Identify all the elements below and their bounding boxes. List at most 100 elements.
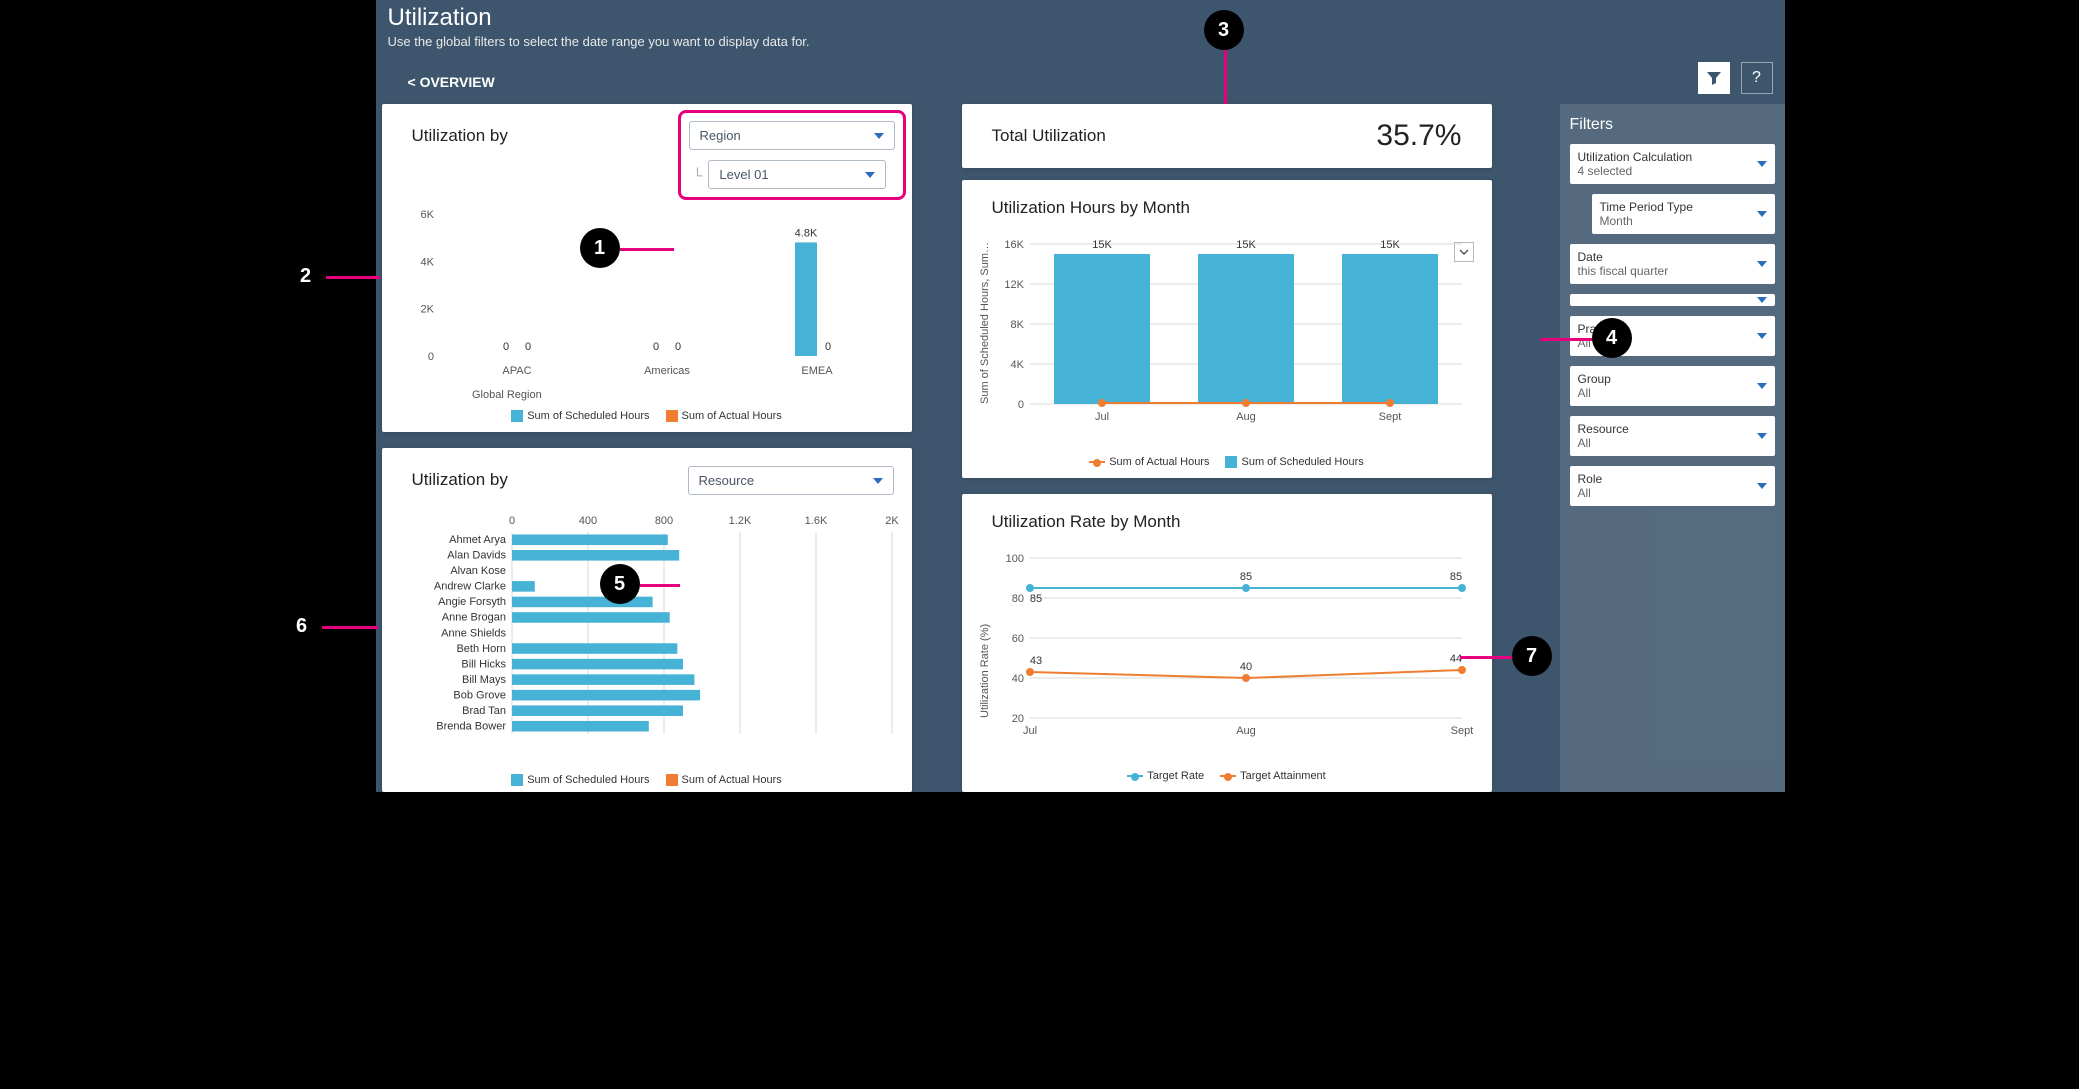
filters-title: Filters xyxy=(1570,116,1775,134)
svg-text:Angie Forsyth: Angie Forsyth xyxy=(438,596,506,608)
svg-text:40: 40 xyxy=(1011,673,1023,685)
svg-text:1.2K: 1.2K xyxy=(728,515,751,527)
panel-utilization-by-resource: Utilization by Resource 04008001.2K1.6K2… xyxy=(382,448,912,792)
panel-utilization-by-region: Utilization by Region └ Level 01 02K4K6K… xyxy=(382,104,912,432)
svg-text:8K: 8K xyxy=(1010,319,1024,331)
filter-card-1[interactable]: Time Period TypeMonth xyxy=(1592,194,1775,234)
filter-value: All xyxy=(1578,436,1767,450)
svg-text:85: 85 xyxy=(1239,571,1251,583)
callout-5: 5 xyxy=(600,564,640,604)
svg-text:0: 0 xyxy=(1017,399,1023,411)
dashboard: Utilization Use the global filters to se… xyxy=(376,0,1785,792)
filter-value: All xyxy=(1578,386,1767,400)
region-dropdown-highlight: Region └ Level 01 xyxy=(678,110,906,200)
svg-text:400: 400 xyxy=(578,515,596,527)
filter-card-7[interactable]: RoleAll xyxy=(1570,466,1775,506)
svg-text:60: 60 xyxy=(1011,633,1023,645)
page-title: Utilization xyxy=(388,4,492,32)
svg-text:100: 100 xyxy=(1005,553,1023,565)
callout-4-line xyxy=(1540,338,1594,341)
kpi-value: 35.7% xyxy=(1376,119,1461,153)
rate-line-chart: Utilization Rate (%)20406080100JulAugSep… xyxy=(974,544,1482,762)
page-subtitle: Use the global filters to select the dat… xyxy=(388,34,810,49)
svg-text:0: 0 xyxy=(427,351,433,363)
rate-legend: .legend-line[style*="46b3d6"]::after{bac… xyxy=(962,770,1492,782)
svg-text:0: 0 xyxy=(502,341,508,353)
svg-text:Jul: Jul xyxy=(1022,725,1036,737)
help-icon: ? xyxy=(1752,69,1761,87)
overview-back-link[interactable]: < OVERVIEW xyxy=(408,74,495,90)
filter-label: Role xyxy=(1578,472,1767,486)
svg-text:0: 0 xyxy=(824,341,830,353)
svg-text:Sum of Scheduled Hours, Sum…: Sum of Scheduled Hours, Sum… xyxy=(979,242,991,404)
filter-value: this fiscal quarter xyxy=(1578,264,1767,278)
svg-text:EMEA: EMEA xyxy=(801,365,833,377)
filter-value: All xyxy=(1578,486,1767,500)
svg-text:Americas: Americas xyxy=(644,365,690,377)
callout-3-line xyxy=(1224,50,1227,104)
svg-text:15K: 15K xyxy=(1380,239,1400,251)
svg-text:4K: 4K xyxy=(1010,359,1024,371)
svg-text:15K: 15K xyxy=(1236,239,1256,251)
callout-4: 4 xyxy=(1592,318,1632,358)
filter-card-3[interactable] xyxy=(1570,294,1775,306)
svg-text:Brad Tan: Brad Tan xyxy=(462,705,506,717)
svg-text:0: 0 xyxy=(652,341,658,353)
filter-card-2[interactable]: Datethis fiscal quarter xyxy=(1570,244,1775,284)
svg-text:800: 800 xyxy=(654,515,672,527)
svg-text:0: 0 xyxy=(674,341,680,353)
filter-label: Time Period Type xyxy=(1600,200,1767,214)
svg-text:Bill Hicks: Bill Hicks xyxy=(461,658,506,670)
svg-text:0: 0 xyxy=(508,515,514,527)
svg-text:4.8K: 4.8K xyxy=(794,227,817,239)
svg-text:Sept: Sept xyxy=(1378,411,1401,423)
svg-text:Alan Davids: Alan Davids xyxy=(447,550,506,562)
filter-label: Resource xyxy=(1578,422,1767,436)
region-dropdown[interactable]: Region xyxy=(689,121,895,150)
svg-text:43: 43 xyxy=(1029,655,1041,667)
svg-text:Brenda Bower: Brenda Bower xyxy=(436,721,506,733)
svg-text:85: 85 xyxy=(1449,571,1461,583)
level-dropdown[interactable]: Level 01 xyxy=(708,160,886,189)
svg-text:Global Region: Global Region xyxy=(472,389,542,401)
callout-1: 1 xyxy=(580,228,620,268)
panel-title: Utilization Rate by Month xyxy=(992,512,1181,532)
panel-title: Utilization by xyxy=(412,126,508,146)
callout-6: 6 xyxy=(282,606,322,646)
callout-6-line xyxy=(322,626,378,629)
filter-card-0[interactable]: Utilization Calculation4 selected xyxy=(1570,144,1775,184)
svg-text:Jul: Jul xyxy=(1094,411,1108,423)
svg-text:44: 44 xyxy=(1449,653,1461,665)
callout-5-line xyxy=(640,584,680,587)
svg-text:Sept: Sept xyxy=(1450,725,1473,737)
callout-1-line xyxy=(620,248,674,251)
filter-card-6[interactable]: ResourceAll xyxy=(1570,416,1775,456)
svg-text:Bob Grove: Bob Grove xyxy=(453,689,506,701)
svg-text:0: 0 xyxy=(524,341,530,353)
region-bar-chart: 02K4K6K00APAC00Americas4.8K0EMEAGlobal R… xyxy=(402,204,902,404)
panel-hours-by-month: Utilization Hours by Month Sum of Schedu… xyxy=(962,180,1492,478)
filter-value: Month xyxy=(1600,214,1767,228)
svg-text:80: 80 xyxy=(1011,593,1023,605)
filter-value: 4 selected xyxy=(1578,164,1767,178)
svg-text:Anne Shields: Anne Shields xyxy=(441,627,506,639)
svg-text:40: 40 xyxy=(1239,661,1251,673)
svg-text:Bill Mays: Bill Mays xyxy=(461,674,506,686)
svg-text:Anne Brogan: Anne Brogan xyxy=(441,612,505,624)
panel-rate-by-month: Utilization Rate by Month Utilization Ra… xyxy=(962,494,1492,792)
svg-text:20: 20 xyxy=(1011,713,1023,725)
hours-bar-line-chart: Sum of Scheduled Hours, Sum…04K8K12K16K1… xyxy=(974,230,1482,448)
filter-toggle-button[interactable] xyxy=(1698,62,1730,94)
svg-text:15K: 15K xyxy=(1092,239,1112,251)
help-button[interactable]: ? xyxy=(1741,62,1773,94)
funnel-icon xyxy=(1706,70,1722,86)
resource-dropdown[interactable]: Resource xyxy=(688,466,894,495)
callout-2-line xyxy=(326,276,380,279)
svg-text:Aug: Aug xyxy=(1236,725,1256,737)
svg-text:Andrew Clarke: Andrew Clarke xyxy=(433,581,505,593)
svg-text:4K: 4K xyxy=(420,256,434,268)
filter-card-5[interactable]: GroupAll xyxy=(1570,366,1775,406)
callout-3: 3 xyxy=(1204,10,1244,50)
hours-legend: .legend-line[style*="ef7d31"]::after{bac… xyxy=(962,456,1492,468)
svg-text:Alvan Kose: Alvan Kose xyxy=(450,565,506,577)
